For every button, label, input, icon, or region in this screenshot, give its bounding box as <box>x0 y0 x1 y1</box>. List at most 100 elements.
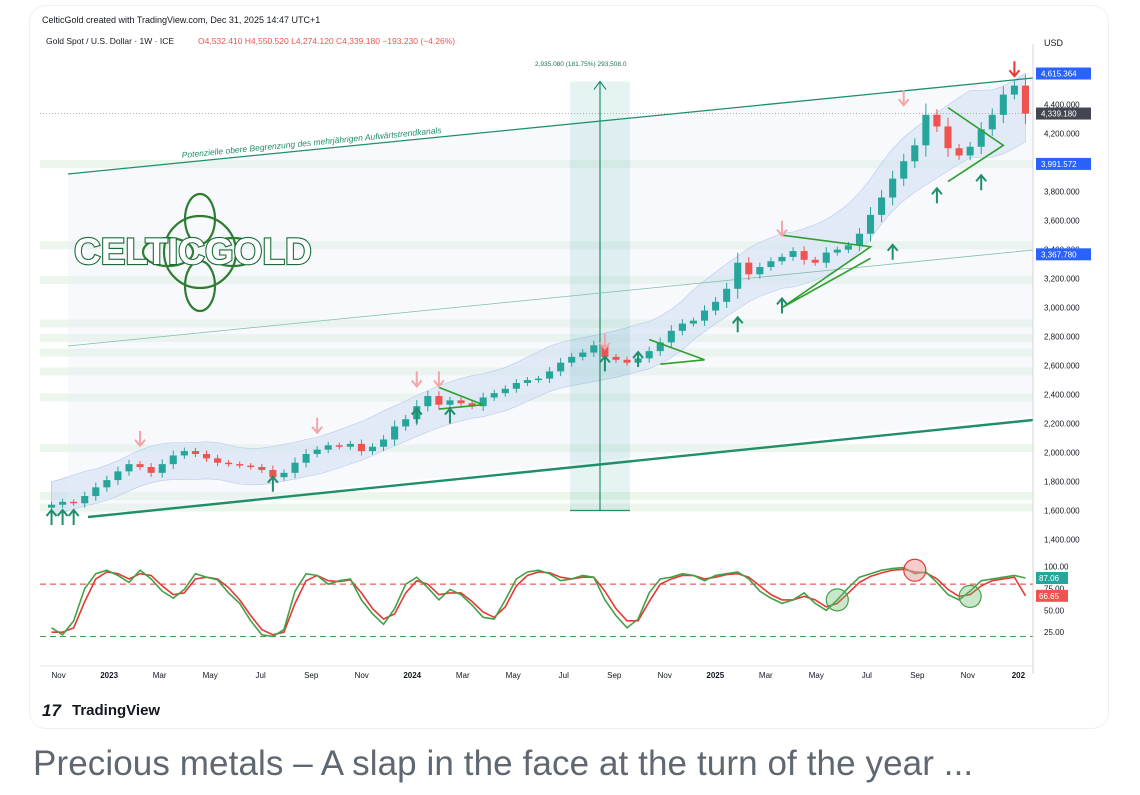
candle-body <box>103 480 111 488</box>
candle-body <box>169 455 177 465</box>
arrow-head <box>67 508 80 517</box>
price-axis[interactable]: 1,400.000 1,600.000 1,800.000 2,000.000 2,20… <box>1032 44 1091 674</box>
candle-body <box>357 443 365 452</box>
candle <box>767 257 775 271</box>
candle <box>302 449 310 468</box>
time-tick-label: 2024 <box>403 671 421 680</box>
price-tick-label: 3,000.000 <box>1044 304 1080 313</box>
candle <box>723 282 731 308</box>
candle-body <box>745 262 753 275</box>
candle-body <box>988 114 996 130</box>
candle-body <box>1021 85 1030 114</box>
up-arrow-icon <box>776 296 788 314</box>
up-arrow-icon <box>632 350 644 368</box>
arrow-head <box>267 475 279 484</box>
candle-body <box>944 126 952 149</box>
candle-body <box>889 178 897 198</box>
stoch-tick-label: 50.00 <box>1044 606 1065 615</box>
candle-body <box>866 214 875 234</box>
candle-body <box>269 469 277 478</box>
candle-body <box>191 451 199 454</box>
candle <box>546 367 554 383</box>
post-caption[interactable]: Precious metals – A slap in the face at … <box>33 744 974 783</box>
arrow-head <box>56 508 69 517</box>
price-badge: 4,339.180 <box>1036 107 1091 120</box>
arrow-head <box>931 186 943 195</box>
price-badge-text: 3,367.780 <box>1041 250 1077 259</box>
candle <box>158 459 166 478</box>
candle-body <box>258 467 266 470</box>
candle-body <box>833 249 841 253</box>
triangle-pattern <box>648 338 705 365</box>
support-zone <box>40 503 1033 512</box>
candle-body <box>324 445 332 450</box>
price-tick-label: 1,400.000 <box>1044 536 1080 545</box>
candle-body <box>158 464 166 473</box>
candle <box>357 439 365 456</box>
candle <box>933 109 941 133</box>
candle-body <box>590 345 598 353</box>
down-arrow-icon <box>897 90 910 107</box>
price-pane[interactable] <box>40 54 1034 554</box>
candle <box>501 385 509 397</box>
price-badge: 3,991.572 <box>1036 157 1091 170</box>
candle <box>103 475 111 492</box>
time-tick-label: Jul <box>256 671 266 680</box>
time-axis[interactable]: Nov 2023 Mar May Jul Sep Nov 2024 Mar May Jul Sep No… <box>40 665 1033 680</box>
candle-body <box>501 388 509 394</box>
trend-channel-area <box>68 78 1033 516</box>
price-tick-label: 2,000.000 <box>1044 449 1080 458</box>
candle <box>966 141 974 161</box>
ohlc-readout: O4,532.410 H4,550.520 L4,274.120 C4,339.… <box>198 36 455 46</box>
candle <box>911 138 919 169</box>
price-tick-label: 2,800.000 <box>1044 333 1080 342</box>
candle <box>236 461 244 469</box>
candle <box>191 448 199 458</box>
price-badge-bg <box>1036 107 1091 120</box>
candle <box>645 346 653 363</box>
candle-body <box>811 259 819 263</box>
candle <box>944 117 952 157</box>
arrow-head <box>731 315 744 324</box>
candle <box>922 103 930 157</box>
chart-card: CelticGold created with TradingView.com,… <box>30 6 1108 728</box>
candle-body <box>424 396 432 407</box>
candle-body <box>911 145 919 162</box>
price-tick-label: 4,400.000 <box>1044 101 1080 110</box>
candle-body <box>202 454 211 459</box>
candle <box>590 340 598 357</box>
candle <box>457 397 465 407</box>
candle-body <box>114 471 122 481</box>
candle <box>446 396 454 409</box>
candle <box>214 454 222 467</box>
candle <box>280 469 288 481</box>
candle <box>579 349 587 361</box>
up-arrow-icon <box>267 475 279 492</box>
arrow-head <box>45 508 58 517</box>
candle-body <box>47 504 56 508</box>
tradingview-label: TradingView <box>72 702 160 719</box>
stoch-badge: 87.06 <box>1036 572 1068 585</box>
tradingview-chart[interactable]: CelticGold created with TradingView.com,… <box>30 6 1108 728</box>
arrow-head <box>599 342 611 351</box>
candle <box>225 460 233 467</box>
stochastic-pane[interactable] <box>40 558 1033 654</box>
candle-body <box>523 380 531 383</box>
lower-support-line <box>87 418 1034 519</box>
candle <box>955 143 963 160</box>
tradingview-branding[interactable]: 17 TradingView <box>42 701 160 720</box>
price-badge: 4,615.364 <box>1036 67 1091 80</box>
candle-body <box>645 351 653 359</box>
arrow-head <box>311 426 323 435</box>
up-arrow-icon <box>67 508 80 526</box>
down-arrow-icon <box>311 417 323 435</box>
candle-body <box>180 451 188 456</box>
down-arrow-icon <box>776 220 788 238</box>
celtic-knot-icon <box>141 192 260 313</box>
candle <box>258 464 266 473</box>
candle <box>1021 75 1030 125</box>
candle-body <box>689 320 697 324</box>
candle-body <box>667 330 675 343</box>
candle-body <box>546 371 554 379</box>
candle-body <box>236 464 244 466</box>
